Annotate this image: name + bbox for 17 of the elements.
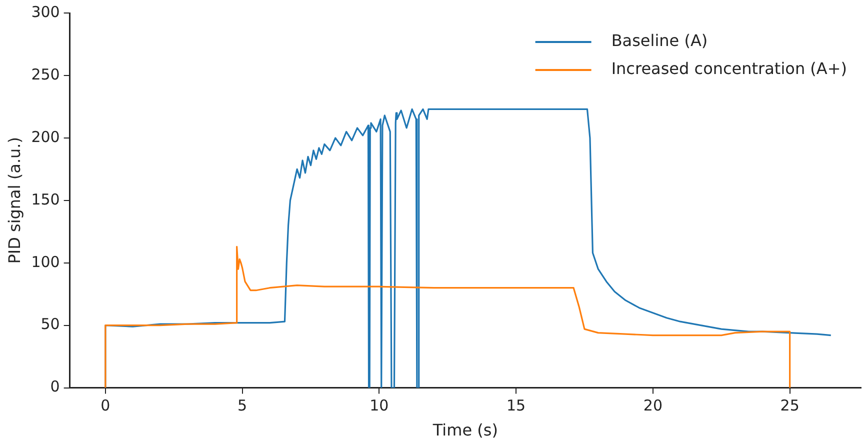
y-tick-label: 250 <box>31 65 60 84</box>
x-tick-label: 5 <box>238 396 248 415</box>
y-tick-label: 0 <box>50 378 60 396</box>
y-tick-label: 150 <box>31 190 60 208</box>
x-tick-label: 15 <box>506 396 526 415</box>
y-tick-label: 100 <box>31 252 60 271</box>
x-tick-label: 0 <box>100 396 110 415</box>
legend-label: Baseline (A) <box>611 31 708 50</box>
y-tick-label: 200 <box>31 128 60 146</box>
x-tick-label: 10 <box>370 396 389 415</box>
x-tick-label: 20 <box>643 396 662 415</box>
y-tick-label: 300 <box>31 2 60 21</box>
legend-label: Increased concentration (A+) <box>611 59 847 78</box>
x-axis-title: Time (s) <box>432 420 498 440</box>
x-tick-label: 25 <box>780 396 800 415</box>
y-axis-title: PID signal (a.u.) <box>4 137 24 264</box>
y-tick-label: 50 <box>40 315 60 334</box>
